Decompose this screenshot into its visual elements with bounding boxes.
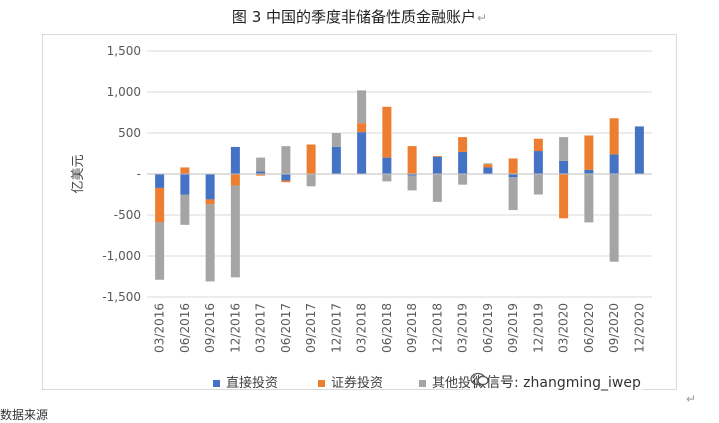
bar-segment: [256, 171, 266, 174]
x-tick-label: 12/2019: [531, 303, 545, 353]
bar-segment: [230, 146, 240, 174]
bar-segment: [382, 174, 392, 182]
bar-segment: [458, 174, 468, 185]
bar-segment: [205, 174, 215, 200]
bar-segment: [609, 174, 619, 262]
bar-segment: [508, 177, 518, 211]
bar-segment: [357, 90, 367, 124]
legend-label: 证券投资: [331, 375, 383, 391]
bar-segment: [155, 174, 165, 188]
wechat-icon: [470, 372, 489, 386]
y-tick-label: 500: [118, 126, 141, 140]
bar-segment: [357, 132, 367, 174]
bar-segment: [407, 175, 417, 191]
x-tick-label: 03/2019: [456, 303, 470, 353]
bar-segment: [407, 146, 417, 174]
legend-swatch: [419, 380, 426, 387]
bar-segment: [584, 169, 594, 174]
bar-segment: [281, 146, 291, 174]
bar-segment: [180, 167, 190, 174]
bar-segment: [483, 167, 493, 174]
bar-segment: [281, 180, 291, 183]
x-tick-label: 03/2017: [254, 303, 268, 353]
bar-segment: [533, 138, 543, 152]
bar-segment: [584, 135, 594, 170]
y-tick-label: -500: [114, 208, 141, 222]
x-tick-label: 09/2016: [203, 303, 217, 353]
x-tick-label: 12/2016: [228, 303, 242, 353]
bar-segment: [533, 151, 543, 174]
y-tick-label: -1,000: [102, 249, 141, 263]
bar-segment: [508, 158, 518, 174]
x-tick-label: 06/2017: [279, 303, 293, 353]
bar-segment: [584, 174, 594, 223]
wechat-watermark: 微信号: zhangming_iwep: [470, 372, 643, 392]
bar-segment: [432, 174, 442, 202]
x-tick-label: 03/2016: [153, 303, 167, 353]
x-tick-label: 09/2020: [607, 303, 621, 353]
bar-segment: [205, 199, 215, 205]
bar-segment: [609, 118, 619, 155]
x-tick-label: 12/2017: [329, 303, 343, 353]
x-tick-label: 12/2020: [632, 303, 646, 353]
legend-swatch: [318, 380, 325, 387]
y-axis-label: 亿美元: [71, 154, 86, 193]
bar-segment: [432, 156, 442, 174]
legend-label: 直接投资: [226, 375, 278, 391]
bar-segment: [609, 154, 619, 174]
bar-segment: [407, 174, 417, 176]
bar-segment: [382, 106, 392, 158]
bar-segment: [306, 174, 316, 187]
bar-segment: [508, 174, 518, 178]
bar-segment: [230, 174, 240, 186]
x-tick-label: 12/2018: [430, 303, 444, 353]
return-mark-icon: ↵: [477, 11, 488, 25]
bar-segment: [331, 133, 341, 147]
x-tick-label: 09/2019: [506, 303, 520, 353]
watermark-text: 微信号: zhangming_iwep: [472, 375, 641, 391]
bar-segment: [483, 164, 493, 168]
bar-segment: [559, 160, 569, 174]
x-tick-label: 06/2019: [481, 303, 495, 353]
x-tick-label: 06/2018: [380, 303, 394, 353]
data-source-note: 数据来源: [0, 408, 49, 422]
chart-frame: [42, 34, 677, 390]
bar-segment: [634, 126, 644, 174]
end-return-mark-icon: ↵: [686, 392, 697, 406]
bar-segment: [458, 137, 468, 152]
y-tick-label: 1,000: [107, 85, 141, 99]
legend-swatch: [213, 380, 220, 387]
bar-segment: [256, 157, 266, 172]
bar-segment: [458, 151, 468, 174]
bar-segment: [306, 144, 316, 174]
x-tick-label: 09/2018: [405, 303, 419, 353]
bar-segment: [331, 146, 341, 174]
x-tick-label: 06/2020: [582, 303, 596, 353]
bar-segment: [180, 194, 190, 225]
bar-segment: [230, 185, 240, 278]
bar-segment: [533, 174, 543, 195]
y-tick-label: 1,500: [107, 44, 141, 58]
y-tick-label: -: [137, 167, 141, 181]
bar-segment: [357, 123, 367, 133]
bar-segment: [559, 174, 569, 219]
x-tick-label: 03/2020: [557, 303, 571, 353]
x-tick-label: 03/2018: [355, 303, 369, 353]
x-tick-label: 06/2016: [178, 303, 192, 353]
bar-segment: [256, 174, 266, 176]
y-tick-label: -1,500: [102, 290, 141, 304]
bar-segment: [483, 163, 493, 165]
chart-title: 图 3 中国的季度非储备性质金融账户↵: [231, 8, 488, 26]
bar-segment: [155, 187, 165, 223]
bar-segment: [155, 222, 165, 280]
bar-segment: [180, 174, 190, 195]
bar-segment: [382, 157, 392, 174]
bar-segment: [432, 155, 442, 157]
bar-segment: [559, 137, 569, 161]
bar-segment: [205, 204, 215, 282]
x-tick-label: 09/2017: [304, 303, 318, 353]
bar-segment: [281, 174, 291, 181]
